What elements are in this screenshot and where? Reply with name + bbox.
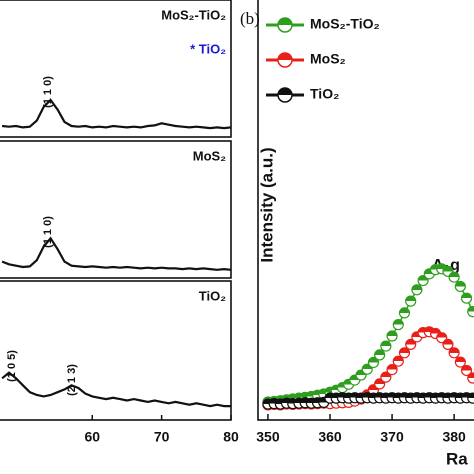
x-tick-label: 80 [223, 429, 239, 445]
raman-point [392, 355, 404, 367]
raman-point [454, 356, 466, 368]
x-tick-label: 370 [380, 429, 404, 445]
raman-point [417, 274, 429, 287]
panel-frame [0, 140, 232, 279]
legend-marker [277, 52, 293, 68]
sample-label: MoS₂ [193, 148, 226, 163]
x-tick-label: 350 [256, 429, 280, 445]
raman-point [460, 292, 473, 304]
peak-annotation: (1 1 0) [42, 76, 54, 108]
y-axis-title: Intensity (a.u.) [257, 147, 276, 262]
legend-marker [277, 17, 293, 33]
raman-point [436, 332, 448, 344]
raman-point [361, 363, 373, 375]
x-tick-label: 360 [318, 429, 342, 445]
raman-point [398, 307, 411, 319]
raman-point [467, 372, 474, 384]
peak-annotation: (2 1 3) [66, 364, 78, 396]
raman-point [392, 319, 404, 331]
panel-label: (b) [240, 9, 260, 28]
raman-point [442, 338, 454, 350]
legend-label: MoS₂-TiO₂ [310, 16, 380, 32]
raman-point [380, 340, 392, 352]
raman-point [374, 349, 386, 361]
raman-point [454, 280, 466, 293]
xrd-line [1, 371, 231, 408]
raman-point [386, 330, 398, 342]
panel-frame [257, 0, 474, 421]
x-tick-label: 70 [154, 429, 170, 445]
xrd-line [1, 98, 232, 130]
raman-point [448, 347, 460, 359]
peak-annotation: (1 1 0) [42, 216, 54, 248]
raman-point [405, 295, 417, 307]
raman-point [380, 371, 392, 383]
raman-point [467, 306, 474, 318]
legend-label: MoS₂ [310, 51, 346, 67]
x-axis-title: Ra [446, 449, 468, 468]
xrd-line [1, 236, 232, 271]
x-tick-label: 380 [442, 429, 466, 445]
raman-point [448, 271, 460, 283]
raman-point [386, 364, 398, 376]
raman-point [411, 284, 423, 296]
legend-marker [277, 87, 293, 103]
x-tick-label: 60 [84, 429, 100, 445]
peak-annotation: (1 0 5) [6, 350, 18, 382]
panel-frame [0, 0, 232, 138]
raman-point [467, 392, 474, 404]
sample-label: TiO₂ [199, 288, 226, 303]
raman-point [367, 356, 380, 369]
note: * TiO₂ [190, 41, 226, 56]
raman-point [374, 378, 386, 390]
legend-label: TiO₂ [310, 86, 339, 102]
sample-label: MoS₂-TiO₂ [161, 7, 226, 22]
raman-point [398, 347, 411, 359]
panel-frame [0, 280, 232, 421]
raman-point [405, 338, 417, 350]
plot-area [262, 263, 474, 411]
raman-point [460, 364, 473, 377]
